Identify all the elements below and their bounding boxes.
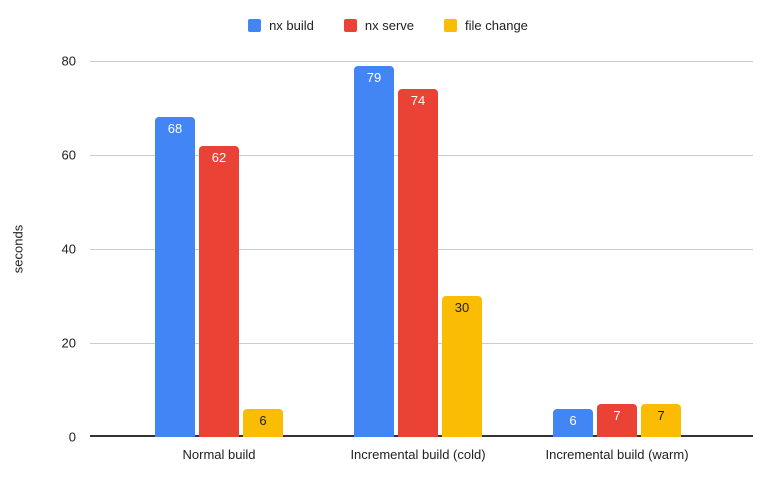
y-tick-label-20: 20 [61,335,76,351]
legend-swatch-nx-build [248,19,262,32]
bar-value-label: 6 [569,412,577,428]
bar-value-label: 7 [657,408,665,424]
legend-swatch-file-change [444,19,458,32]
legend-label: nx build [269,18,314,33]
x-axis-category-labels: Normal build Incremental build (cold) Incr… [90,447,753,467]
bar-nx-build-normal-build[interactable]: 68 [155,117,195,437]
legend-item-nx-serve[interactable]: nx serve [343,18,415,33]
legend-item-nx-build[interactable]: nx build [248,18,314,33]
bar-nx-build-incremental-build-warm[interactable]: 6 [553,408,593,437]
y-tick-label-80: 80 [61,53,76,69]
bar-nx-serve-incremental-build-warm[interactable]: 7 [597,404,637,437]
bar-value-label: 62 [211,149,227,165]
y-tick-label-40: 40 [61,241,76,257]
legend-item-file-change[interactable]: file change [444,18,528,33]
bar-value-label: 74 [410,93,426,109]
y-axis-title-text: seconds [10,224,26,274]
bar-value-label: 7 [613,408,621,424]
legend-label: nx serve [364,18,415,33]
x-category-label-incremental-build-cold: Incremental build (cold) [350,447,486,462]
x-category-label-normal-build: Normal build [182,447,256,462]
gridline-80 [90,60,753,62]
bar-value-label: 30 [454,300,470,315]
bar-file-change-normal-build[interactable]: 6 [243,408,283,437]
bar-nx-serve-normal-build[interactable]: 62 [199,145,239,437]
legend-swatch-nx-serve [343,19,357,32]
bar-file-change-incremental-build-cold[interactable]: 30 [442,296,482,437]
bar-nx-build-incremental-build-cold[interactable]: 79 [354,65,394,437]
x-category-label-incremental-build-warm: Incremental build (warm) [545,447,689,462]
y-tick-label-0: 0 [68,429,76,445]
bar-value-label: 79 [366,69,382,85]
y-tick-label-60: 60 [61,147,76,163]
bar-nx-serve-incremental-build-cold[interactable]: 74 [398,89,438,437]
y-axis-tick-labels: 0 20 40 60 80 [30,54,82,445]
bar-value-label: 68 [167,121,183,137]
bar-file-change-incremental-build-warm[interactable]: 7 [641,404,681,437]
legend: nx build nx serve file change [0,18,776,33]
bar-value-label: 6 [259,412,267,428]
plot-area: 68 62 6 79 74 30 6 7 7 [90,60,753,437]
legend-label: file change [465,18,528,33]
